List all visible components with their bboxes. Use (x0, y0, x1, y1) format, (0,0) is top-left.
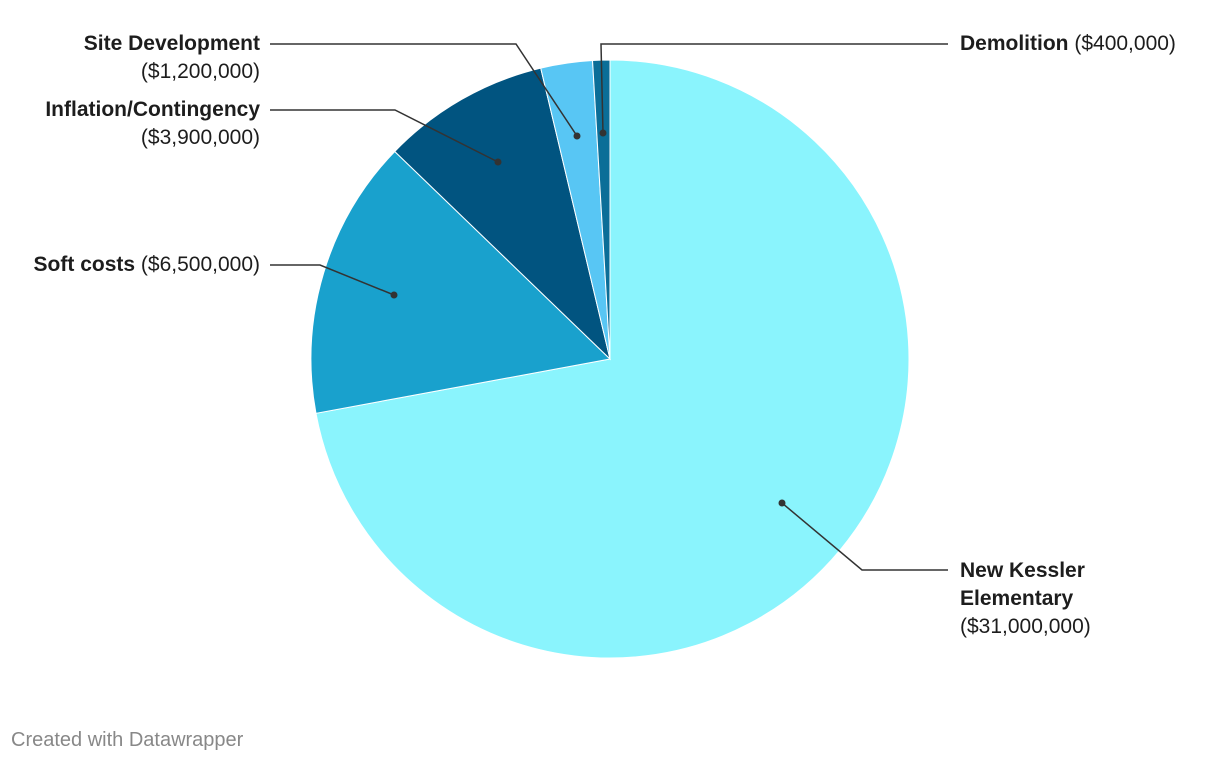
leader-line-new-kessler (781, 502, 948, 571)
slice-value: ($1,200,000) (140, 60, 260, 83)
label-soft-costs: Soft costs ($6,500,000) (34, 251, 260, 279)
slice-value: ($6,500,000) (140, 253, 260, 276)
slice-name: Inflation/Contingency (45, 98, 260, 121)
leader-lines (270, 43, 948, 571)
label-site-development: Site Development ($1,200,000) (84, 30, 260, 86)
label-new-kessler-elementary: New Kessler Elementary ($31,000,000) (960, 557, 1120, 641)
slice-value: ($3,900,000) (140, 126, 260, 149)
pie-slice-inflation-contingency (394, 67, 611, 361)
slice-value: ($31,000,000) (960, 615, 1091, 638)
slice-name: New Kessler Elementary (960, 559, 1085, 610)
pie-slice-new-kessler-elementary (315, 59, 910, 659)
slice-name: Soft costs (33, 253, 136, 276)
slice-name: Demolition (960, 32, 1069, 55)
leader-dot-soft-costs (390, 291, 398, 299)
leader-dot-new-kessler (778, 499, 786, 507)
slice-value: ($400,000) (1074, 32, 1176, 55)
leader-dot-site-development (573, 132, 581, 140)
leader-line-inflation (270, 109, 499, 163)
leader-line-site-development (270, 43, 578, 137)
leader-dot-inflation (494, 158, 502, 166)
label-demolition: Demolition ($400,000) (960, 30, 1176, 58)
credit-text: Created with Datawrapper (11, 729, 244, 751)
pie-slices (310, 59, 910, 659)
leader-dot-demolition (599, 129, 607, 137)
pie-slice-soft-costs (310, 150, 612, 414)
label-inflation-contingency: Inflation/Contingency ($3,900,000) (45, 96, 260, 152)
leader-line-soft-costs (270, 264, 395, 296)
leader-line-demolition (600, 43, 948, 134)
slice-name: Site Development (83, 32, 260, 55)
